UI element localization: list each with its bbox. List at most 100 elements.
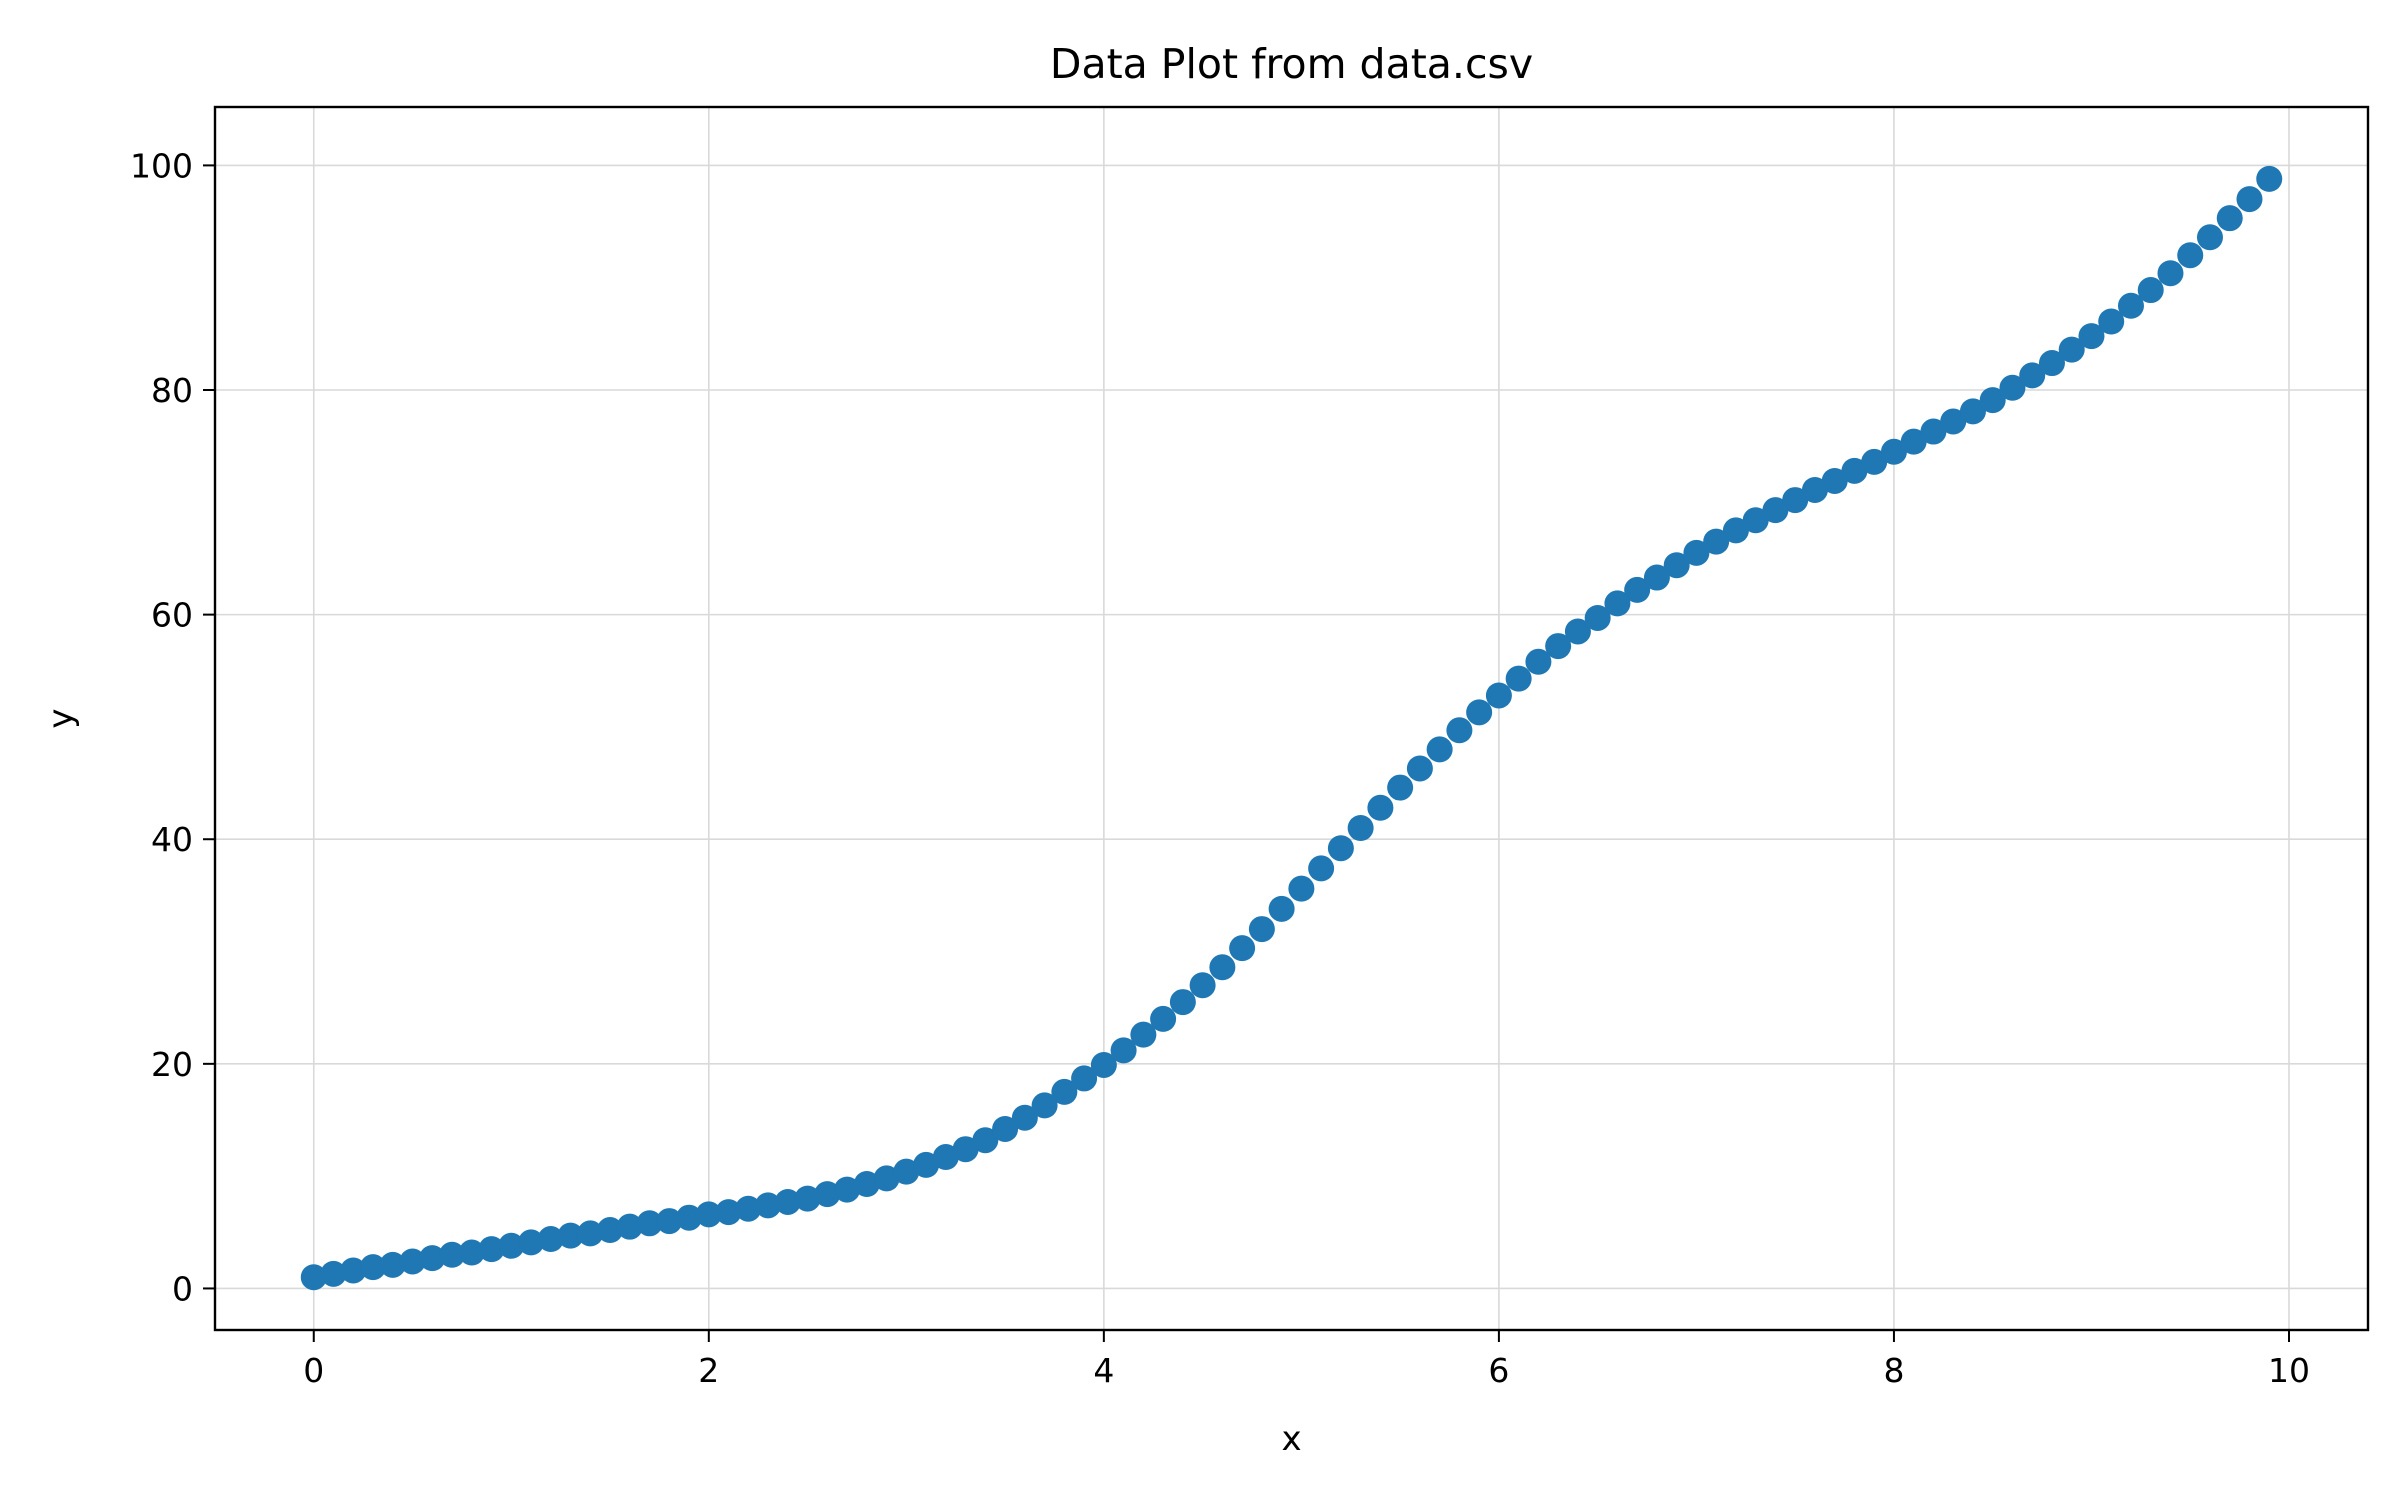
data-point bbox=[518, 1229, 545, 1256]
data-point bbox=[932, 1144, 959, 1171]
data-point bbox=[616, 1213, 643, 1240]
y-tick-label: 0 bbox=[172, 1269, 193, 1308]
x-tick-label: 6 bbox=[1488, 1351, 1509, 1390]
y-tick-label: 40 bbox=[151, 820, 193, 859]
data-point bbox=[1979, 387, 2006, 414]
data-point bbox=[1308, 855, 1335, 882]
data-point bbox=[1722, 517, 1749, 544]
data-point bbox=[1801, 476, 1828, 503]
data-point bbox=[1663, 552, 1690, 579]
data-point bbox=[2058, 336, 2085, 363]
data-point bbox=[419, 1245, 446, 1272]
data-point bbox=[577, 1220, 604, 1247]
data-point bbox=[1959, 398, 1986, 425]
data-point bbox=[676, 1204, 703, 1231]
data-point bbox=[557, 1222, 584, 1249]
data-point bbox=[1090, 1051, 1117, 1078]
data-point bbox=[320, 1260, 347, 1287]
data-point bbox=[972, 1127, 999, 1154]
x-tick-label: 2 bbox=[698, 1351, 719, 1390]
y-tick-label: 80 bbox=[151, 371, 193, 410]
data-point bbox=[834, 1176, 861, 1203]
data-point bbox=[1624, 576, 1651, 603]
data-point bbox=[913, 1151, 940, 1178]
data-point bbox=[695, 1201, 722, 1228]
data-point bbox=[300, 1264, 327, 1291]
y-tick-label: 100 bbox=[130, 146, 193, 185]
y-axis-label: y bbox=[41, 708, 81, 728]
data-point bbox=[1130, 1021, 1157, 1048]
data-point bbox=[360, 1254, 387, 1281]
x-tick-label: 10 bbox=[2268, 1351, 2310, 1390]
data-point bbox=[1821, 467, 1848, 494]
data-point bbox=[2177, 242, 2204, 269]
data-point bbox=[1861, 448, 1888, 475]
data-point bbox=[853, 1171, 880, 1198]
x-tick-label: 4 bbox=[1093, 1351, 1114, 1390]
data-point bbox=[1110, 1037, 1137, 1064]
data-point bbox=[537, 1226, 564, 1253]
x-tick-label: 0 bbox=[303, 1351, 324, 1390]
data-point bbox=[2157, 260, 2184, 287]
data-point bbox=[794, 1185, 821, 1212]
data-point bbox=[1940, 408, 1967, 435]
y-tick-label: 20 bbox=[151, 1045, 193, 1084]
data-point bbox=[636, 1210, 663, 1237]
x-axis-label: x bbox=[1281, 1419, 1301, 1459]
data-point bbox=[2078, 323, 2105, 350]
data-point bbox=[1604, 590, 1631, 617]
data-point bbox=[597, 1217, 624, 1244]
data-point bbox=[478, 1236, 505, 1263]
data-point bbox=[1505, 665, 1532, 692]
data-point bbox=[1327, 835, 1354, 862]
data-point bbox=[1071, 1065, 1098, 1092]
data-point bbox=[1466, 699, 1493, 726]
data-point bbox=[755, 1192, 782, 1219]
data-point bbox=[1387, 774, 1414, 801]
y-tick-label: 60 bbox=[151, 596, 193, 635]
data-point bbox=[1229, 935, 1256, 962]
axes-frame bbox=[213, 105, 2370, 1332]
data-point bbox=[1150, 1005, 1177, 1032]
data-point bbox=[1031, 1092, 1058, 1119]
data-point bbox=[1841, 457, 1868, 484]
data-point bbox=[1347, 814, 1374, 841]
data-point bbox=[2196, 224, 2223, 251]
data-point bbox=[1643, 564, 1670, 591]
data-point bbox=[873, 1165, 900, 1192]
data-point bbox=[1406, 755, 1433, 782]
data-point bbox=[2216, 205, 2243, 232]
data-point bbox=[2117, 292, 2144, 319]
data-point bbox=[1485, 682, 1512, 709]
data-point bbox=[1545, 633, 1572, 660]
data-point bbox=[774, 1188, 801, 1215]
data-point bbox=[1683, 539, 1710, 566]
data-point bbox=[1880, 438, 1907, 465]
data-point bbox=[1446, 717, 1473, 744]
data-point bbox=[1189, 972, 1216, 999]
data-point bbox=[379, 1251, 406, 1278]
data-point bbox=[1268, 895, 1295, 922]
data-point bbox=[2256, 165, 2283, 192]
data-point bbox=[399, 1248, 426, 1275]
data-point bbox=[1248, 916, 1275, 943]
data-point bbox=[1703, 528, 1730, 555]
data-point bbox=[1525, 648, 1552, 675]
data-point bbox=[1209, 954, 1236, 981]
data-point bbox=[2019, 362, 2046, 389]
data-point bbox=[458, 1239, 485, 1266]
data-point bbox=[1288, 875, 1315, 902]
data-point bbox=[1564, 618, 1591, 645]
data-point bbox=[893, 1158, 920, 1185]
data-point bbox=[2137, 277, 2164, 304]
data-point bbox=[952, 1136, 979, 1163]
data-point bbox=[715, 1199, 742, 1226]
data-point bbox=[1584, 604, 1611, 631]
data-point bbox=[439, 1241, 466, 1268]
data-points bbox=[300, 165, 2283, 1291]
data-point bbox=[1900, 428, 1927, 455]
chart-title: Data Plot from data.csv bbox=[1050, 40, 1533, 88]
data-point bbox=[1169, 989, 1196, 1016]
